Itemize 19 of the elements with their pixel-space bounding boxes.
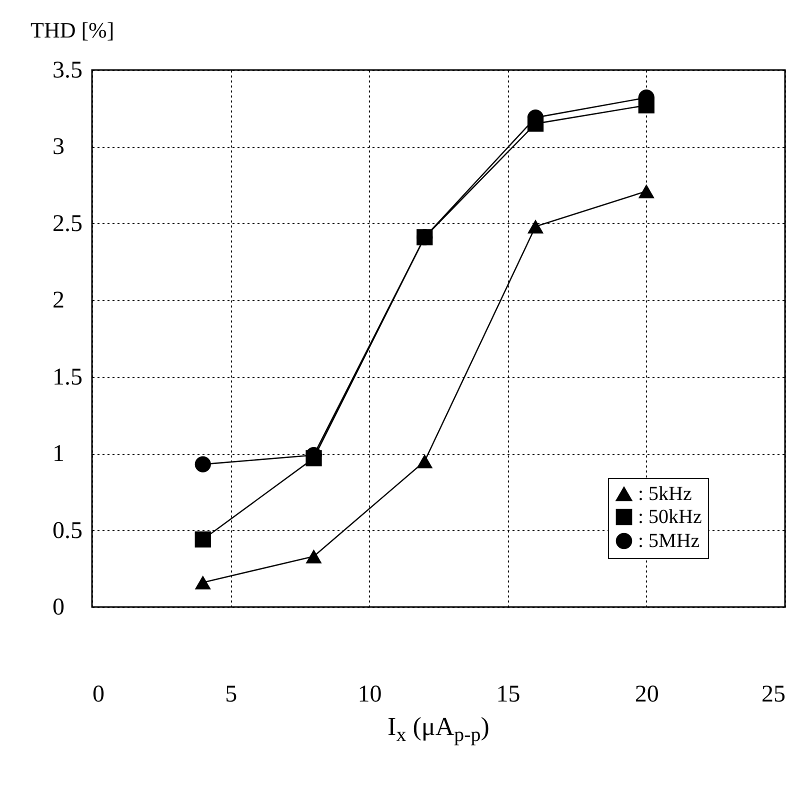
x-tick-label: 20 (634, 682, 659, 708)
x-tick-label: 5 (225, 682, 238, 708)
y-tick-label: 0 (52, 594, 64, 620)
x-axis-title: I$_{x}$ (μA$_{p-p}$) (386, 712, 490, 748)
x-tick-label: 0 (92, 682, 104, 708)
y-axis-title: THD [%] (30, 18, 114, 42)
legend-label: : 5MHz (638, 530, 700, 552)
x-tick-label: 10 (358, 682, 382, 708)
y-tick-label: 2.5 (52, 210, 82, 237)
x-tick-label: 25 (762, 682, 786, 708)
legend-label: : 50kHz (638, 506, 702, 528)
y-tick-label: 3 (52, 134, 64, 160)
y-tick-label: 3.5 (52, 58, 82, 84)
legend-label: : 5kHz (638, 483, 692, 505)
y-tick-label: 1.5 (52, 364, 82, 390)
y-tick-label: 1 (52, 441, 64, 468)
x-tick-label: 15 (496, 682, 520, 708)
y-tick-label: 0.5 (52, 518, 82, 544)
y-tick-label: 2 (52, 288, 64, 314)
